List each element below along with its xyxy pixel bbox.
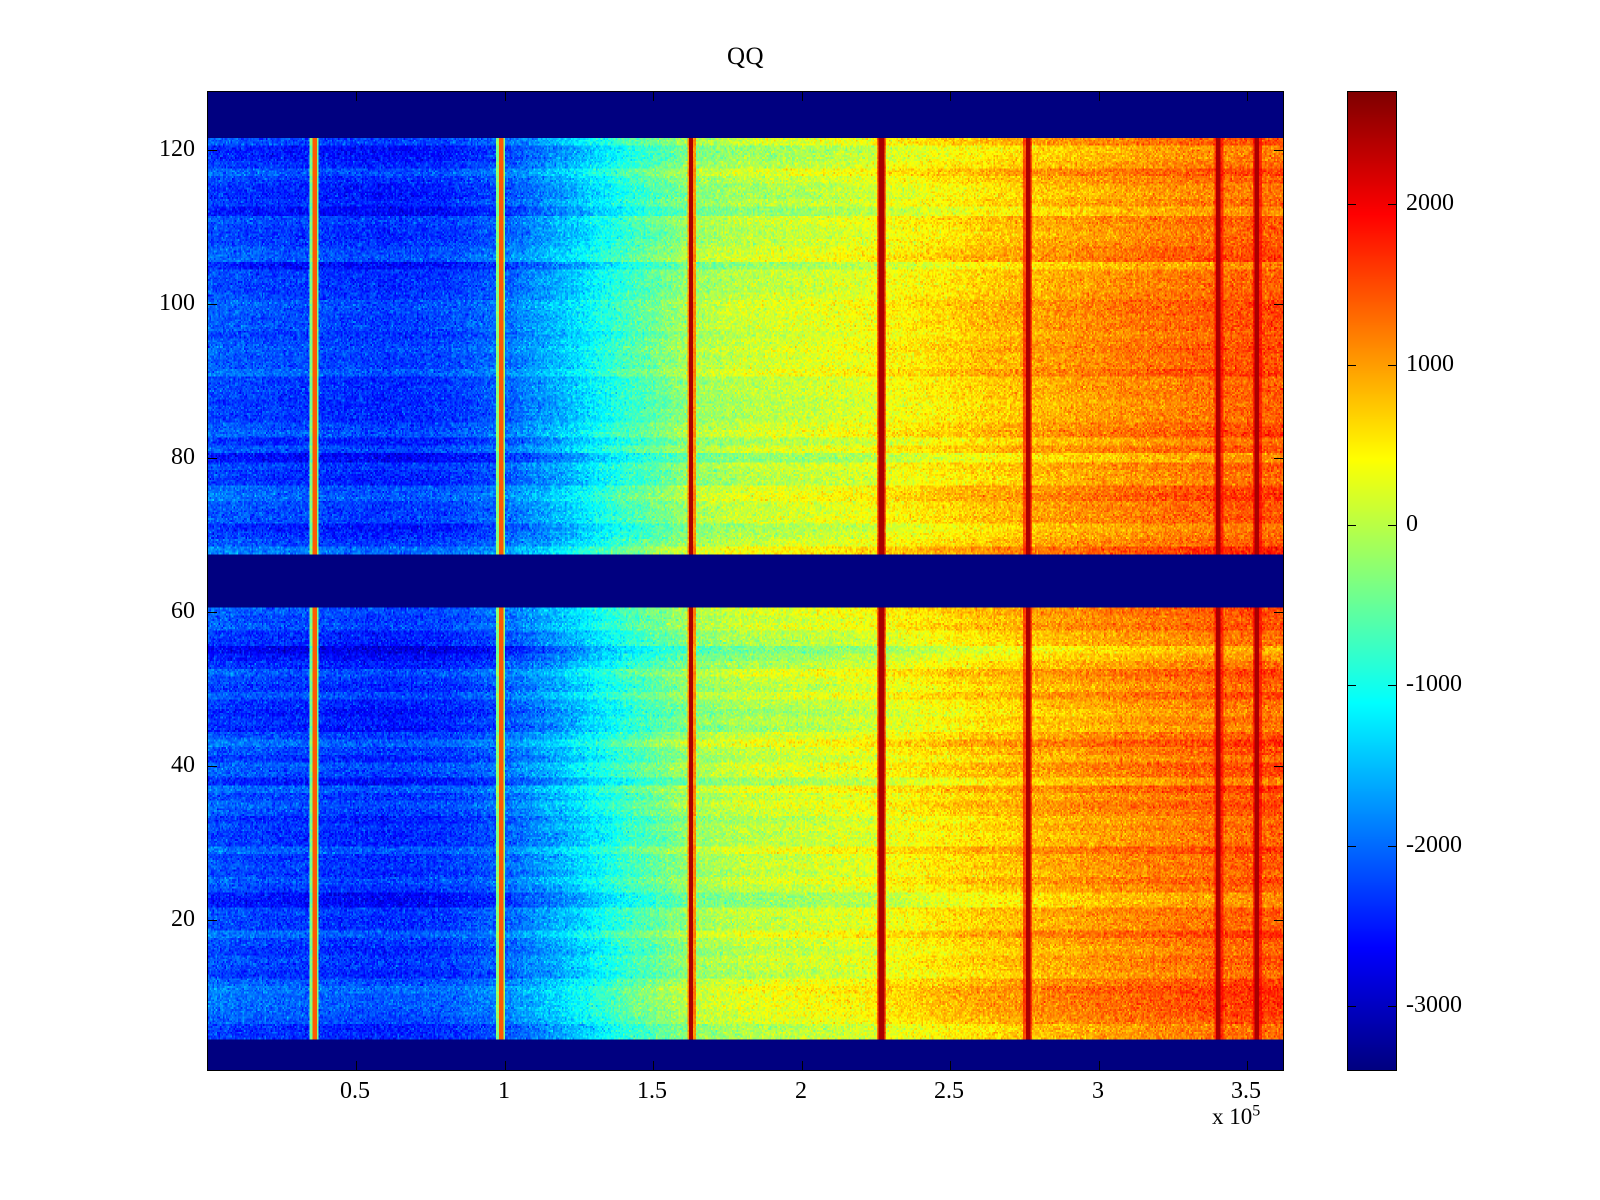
colorbar-tick-mark: [1388, 846, 1396, 847]
x-tick-mark: [1099, 92, 1100, 101]
colorbar-gradient: [1348, 92, 1396, 1070]
x-tick-label: 3.5: [1231, 1078, 1261, 1104]
colorbar-tick-mark: [1388, 1006, 1396, 1007]
y-tick-mark: [208, 920, 217, 921]
colorbar-tick-label: -2000: [1406, 832, 1462, 858]
colorbar-tick-label: 1000: [1406, 351, 1454, 377]
y-tick-mark: [208, 766, 217, 767]
y-tick-label: 60: [171, 598, 195, 624]
y-tick-mark: [208, 612, 217, 613]
x-tick-label: 1.5: [637, 1078, 667, 1104]
y-tick-mark: [1274, 150, 1283, 151]
colorbar-tick-mark: [1348, 525, 1356, 526]
colorbar-tick-mark: [1388, 525, 1396, 526]
x-tick-label: 2.5: [934, 1078, 964, 1104]
colorbar-tick-mark: [1388, 204, 1396, 205]
x-tick-label: 2: [795, 1078, 807, 1104]
page-title: QQ: [726, 43, 765, 70]
colorbar-tick-mark: [1388, 685, 1396, 686]
heatmap-plot-area[interactable]: [207, 91, 1284, 1071]
heatmap-image: [208, 92, 1283, 1070]
x-tick-mark: [653, 92, 654, 101]
y-tick-label: 120: [159, 136, 195, 162]
x-tick-mark: [505, 1061, 506, 1070]
x-tick-mark: [1247, 92, 1248, 101]
colorbar[interactable]: [1347, 91, 1397, 1071]
colorbar-tick-label: 0: [1406, 511, 1418, 537]
x-tick-mark: [802, 1061, 803, 1070]
x-tick-mark: [505, 92, 506, 101]
x-tick-mark: [950, 92, 951, 101]
x-exponent-base: x 10: [1212, 1104, 1253, 1129]
y-tick-mark: [208, 304, 217, 305]
colorbar-tick-mark: [1348, 365, 1356, 366]
x-tick-mark: [1247, 1061, 1248, 1070]
colorbar-tick-label: -1000: [1406, 671, 1462, 697]
colorbar-tick-mark: [1348, 1006, 1356, 1007]
colorbar-tick-label: -3000: [1406, 992, 1462, 1018]
y-tick-mark: [208, 150, 217, 151]
y-tick-label: 80: [171, 444, 195, 470]
y-tick-mark: [1274, 304, 1283, 305]
x-tick-mark: [653, 1061, 654, 1070]
x-tick-label: 1: [498, 1078, 510, 1104]
y-tick-mark: [1274, 458, 1283, 459]
y-tick-label: 20: [171, 906, 195, 932]
x-exponent-power: 5: [1252, 1102, 1261, 1120]
colorbar-tick-mark: [1348, 204, 1356, 205]
x-axis-exponent-label: x 105: [1212, 1102, 1261, 1130]
colorbar-tick-label: 2000: [1406, 190, 1454, 216]
x-tick-mark: [950, 1061, 951, 1070]
x-tick-label: 3: [1092, 1078, 1104, 1104]
x-tick-mark: [356, 92, 357, 101]
x-tick-mark: [802, 92, 803, 101]
x-tick-mark: [1099, 1061, 1100, 1070]
y-tick-mark: [1274, 766, 1283, 767]
colorbar-tick-mark: [1348, 846, 1356, 847]
x-tick-mark: [356, 1061, 357, 1070]
y-tick-mark: [1274, 612, 1283, 613]
y-tick-label: 100: [159, 290, 195, 316]
colorbar-tick-mark: [1388, 365, 1396, 366]
y-tick-mark: [1274, 920, 1283, 921]
colorbar-tick-mark: [1348, 685, 1356, 686]
x-tick-label: 0.5: [340, 1078, 370, 1104]
y-tick-label: 40: [171, 752, 195, 778]
y-tick-mark: [208, 458, 217, 459]
